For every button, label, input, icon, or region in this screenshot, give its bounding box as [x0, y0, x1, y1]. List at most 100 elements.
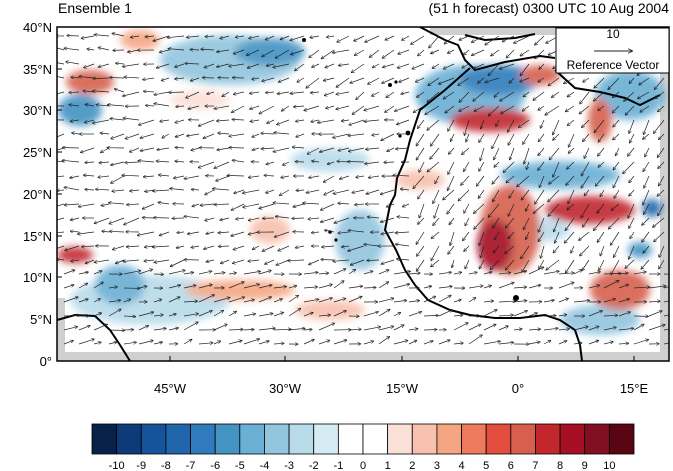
- wind-vector: [234, 189, 245, 193]
- wind-vector: [231, 231, 245, 236]
- wind-vector: [57, 245, 65, 249]
- wind-vector: [520, 49, 530, 56]
- lon-label-0: 0°: [512, 381, 524, 396]
- wind-vector: [175, 161, 185, 162]
- wind-vector: [398, 49, 410, 54]
- wind-vector: [112, 33, 125, 37]
- wind-vector: [498, 301, 515, 302]
- wind-vector: [453, 343, 463, 344]
- wind-vector: [321, 217, 335, 222]
- wind-vector: [658, 203, 665, 216]
- wind-vector: [168, 285, 180, 289]
- wind-vector: [243, 203, 260, 207]
- wind-vector: [526, 231, 530, 239]
- lat-label-10n: 10°N: [23, 270, 52, 285]
- wind-vector: [170, 189, 185, 191]
- wind-vector: [311, 120, 320, 122]
- wind-vector: [232, 105, 245, 112]
- wind-vector: [123, 63, 140, 67]
- wind-vector: [279, 77, 290, 82]
- colorbar-tick-label: -3: [284, 460, 294, 471]
- wind-vector: [123, 342, 136, 344]
- wind-vector: [429, 35, 440, 48]
- wind-vector: [66, 62, 80, 65]
- wind-vector: [408, 329, 418, 330]
- wind-vector: [568, 147, 575, 153]
- wind-vector: [57, 259, 65, 260]
- wind-vector: [568, 119, 575, 126]
- wind-vector: [85, 119, 95, 123]
- colorbar-tick-label: 7: [532, 460, 538, 471]
- wind-vector: [153, 328, 166, 330]
- wind-vector: [123, 118, 140, 121]
- wind-vector: [416, 133, 425, 146]
- wind-vector: [498, 342, 514, 344]
- wind-vector: [350, 77, 365, 83]
- lon-label-30w: 30°W: [269, 381, 302, 396]
- wind-vector: [205, 217, 215, 221]
- wind-vector: [325, 63, 335, 68]
- wind-vector: [84, 175, 95, 176]
- wind-vector: [431, 259, 440, 267]
- wind-vector: [146, 105, 155, 106]
- wind-vector: [600, 189, 605, 196]
- wind-vector: [232, 119, 245, 120]
- lat-label-25n: 25°N: [23, 145, 52, 160]
- wind-vector: [443, 91, 455, 99]
- wind-vector: [483, 341, 500, 345]
- wind-vector: [217, 147, 230, 150]
- wind-vector: [213, 189, 230, 190]
- wind-vector: [153, 315, 163, 316]
- wind-vector: [156, 63, 170, 68]
- colorbar-box: [313, 423, 339, 455]
- wind-vector: [365, 35, 380, 42]
- wind-vector: [583, 133, 590, 141]
- wind-vector: [419, 161, 425, 172]
- wind-vector: [229, 133, 245, 136]
- wind-vector: [663, 314, 669, 317]
- wind-vector: [465, 259, 470, 269]
- colorbar-box: [239, 423, 265, 455]
- colorbar-tick-label: 9: [582, 460, 588, 471]
- wind-vector: [70, 175, 80, 178]
- wind-vector: [629, 119, 635, 133]
- wind-vector: [336, 91, 350, 94]
- wind-vector: [204, 63, 215, 68]
- wind-vector: [416, 259, 425, 271]
- wind-vector: [528, 267, 544, 275]
- wind-vector: [462, 63, 470, 68]
- wind-vector: [273, 203, 290, 204]
- wind-vector: [645, 147, 650, 157]
- wind-vector: [416, 147, 425, 160]
- wind-vector: [558, 341, 567, 345]
- wind-vector: [188, 231, 200, 234]
- wind-vector: [175, 119, 185, 123]
- wind-vector: [318, 119, 335, 123]
- wind-vector: [229, 63, 245, 66]
- wind-vector: [258, 341, 269, 345]
- wind-vector: [138, 269, 152, 275]
- wind-vector: [659, 175, 665, 186]
- wind-vector: [629, 245, 635, 259]
- wind-vector: [187, 133, 200, 136]
- wind-vector: [356, 176, 365, 177]
- wind-vector: [218, 232, 230, 233]
- wind-vector: [125, 133, 140, 139]
- wind-vector: [243, 271, 260, 275]
- wind-vector: [183, 314, 198, 317]
- wind-vector: [273, 287, 286, 289]
- wind-vector: [488, 63, 500, 76]
- wind-vector: [459, 105, 470, 111]
- wind-vector: [594, 91, 605, 101]
- wind-vector: [396, 148, 410, 149]
- wind-vector: [248, 260, 260, 261]
- wind-vector: [496, 119, 500, 126]
- wind-vector: [79, 203, 95, 207]
- wind-vector: [580, 91, 590, 104]
- wind-vector: [125, 162, 140, 163]
- wind-vector: [468, 286, 483, 289]
- wind-vector: [523, 133, 530, 144]
- wind-vector: [581, 175, 590, 188]
- wind-vector: [265, 35, 275, 40]
